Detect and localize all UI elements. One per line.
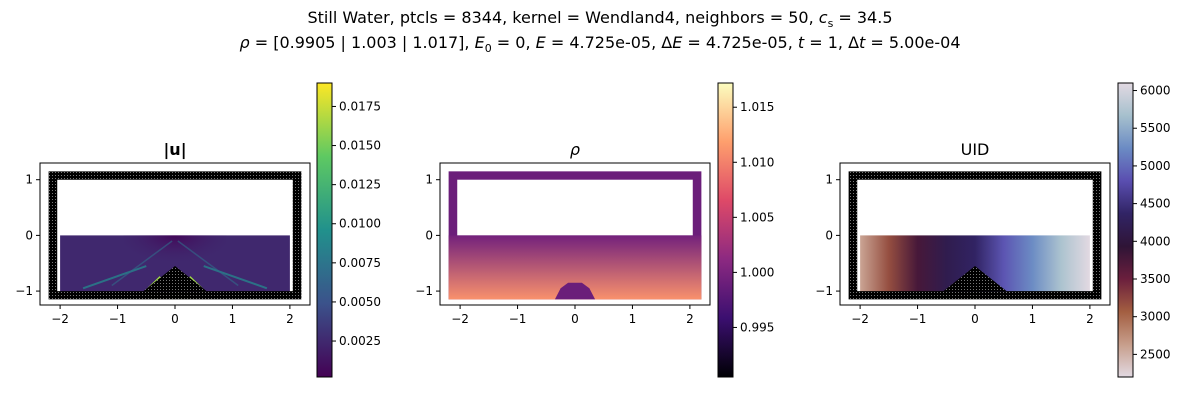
y-tick-label: 0 — [825, 228, 833, 242]
plot-area — [448, 171, 702, 300]
x-tick-label: 2 — [286, 312, 294, 326]
x-tick-label: −2 — [51, 312, 69, 326]
chart-panel-0: |u| −2 −1 0 1 2 1 0 −1 0.0025 0.0050 0.0075 0.0100 0.… — [15, 82, 381, 378]
colorbar-tick-label: 0.0075 — [339, 256, 381, 270]
x-tick-label: 2 — [686, 312, 694, 326]
y-tick-label: 0 — [425, 228, 433, 242]
chart-panel-1: ρ −2 −1 0 1 2 1 0 −1 0.995 1.000 1.005 1.010 1.015 — [415, 82, 774, 378]
x-tick-label: −1 — [109, 312, 127, 326]
velocity-streak — [111, 240, 173, 287]
density-empty-region — [457, 179, 693, 236]
t-text: = 1, Δ — [804, 33, 860, 52]
x-tick-label: 2 — [1086, 312, 1094, 326]
colorbar — [1117, 82, 1134, 378]
cs-value: = 34.5 — [833, 8, 893, 27]
plot-area — [48, 171, 302, 300]
title1-text: Still Water, ptcls = 8344, kernel = Wend… — [307, 8, 819, 27]
x-tick-label: −1 — [509, 312, 527, 326]
y-tick-label: 1 — [25, 173, 33, 187]
colorbar — [316, 82, 333, 378]
y-tick-label: −1 — [15, 284, 33, 298]
velocity-streak — [177, 240, 239, 287]
colorbar-tick-label: 4000 — [1140, 234, 1171, 248]
colorbar-tick-label: 0.0050 — [339, 295, 381, 309]
colorbar-tick-label: 4500 — [1140, 197, 1171, 211]
plot-area — [848, 171, 1102, 300]
x-tick-label: −1 — [909, 312, 927, 326]
y-tick-label: 0 — [25, 228, 33, 242]
x-tick-label: 0 — [171, 312, 179, 326]
dt-symbol: t — [859, 33, 866, 52]
colorbar-tick-label: 1.005 — [740, 210, 774, 224]
e0-sub: 0 — [484, 42, 492, 56]
de-symbol: E — [672, 33, 683, 52]
figure-title-line2: ρ = [0.9905 | 1.003 | 1.017], E0 = 0, E … — [0, 33, 1200, 55]
cs-symbol: c — [818, 8, 828, 27]
rho-text: = [0.9905 | 1.003 | 1.017], — [249, 33, 475, 52]
colorbar-tick-label: 0.0100 — [339, 217, 381, 231]
colorbar-tick-label: 0.0125 — [339, 178, 381, 192]
x-tick-label: −2 — [451, 312, 469, 326]
de-text: = 4.725e-05, — [682, 33, 798, 52]
bump-particles — [143, 266, 207, 292]
colorbar-tick-label: 5000 — [1140, 159, 1171, 173]
colorbar-tick-label: 6000 — [1140, 84, 1171, 98]
y-tick-label: −1 — [415, 284, 433, 298]
panel-title: ρ — [570, 140, 580, 159]
x-tick-label: 0 — [971, 312, 979, 326]
colorbar-tick-label: 1.010 — [740, 155, 774, 169]
rho-symbol: ρ — [239, 33, 250, 52]
colorbar-tick-label: 5500 — [1140, 121, 1171, 135]
dt-text: = 5.00e-04 — [865, 33, 961, 52]
chart-panel-2: UID −2 −1 0 1 2 1 0 −1 2500 3000 3500 4000 4500 5000 55… — [815, 82, 1171, 378]
colorbar-tick-label: 0.995 — [740, 320, 774, 334]
x-tick-label: 1 — [629, 312, 637, 326]
colorbar-tick-label: 0.0150 — [339, 139, 381, 153]
figure-title-line1: Still Water, ptcls = 8344, kernel = Wend… — [0, 8, 1200, 30]
colorbar-tick-label: 2500 — [1140, 347, 1171, 361]
colorbar-tick-label: 1.015 — [740, 100, 774, 114]
y-tick-label: −1 — [815, 284, 833, 298]
y-tick-label: 1 — [825, 173, 833, 187]
density-bump — [554, 282, 596, 300]
x-tick-label: −2 — [851, 312, 869, 326]
colorbar-tick-label: 3500 — [1140, 272, 1171, 286]
panel-title: |u| — [163, 140, 186, 160]
x-tick-label: 1 — [1029, 312, 1037, 326]
panel-title: UID — [961, 140, 990, 159]
colorbar-tick-label: 0.0025 — [339, 334, 381, 348]
velocity-streak — [203, 265, 268, 290]
t-symbol: t — [797, 33, 805, 52]
x-tick-label: 0 — [571, 312, 579, 326]
e0-symbol: E — [474, 33, 485, 52]
colorbar — [717, 82, 734, 378]
y-tick-label: 1 — [425, 173, 433, 187]
bump-particles — [943, 266, 1007, 292]
velocity-streak — [82, 265, 147, 290]
colorbar-tick-label: 1.000 — [740, 265, 774, 279]
colorbar-tick-label: 3000 — [1140, 310, 1171, 324]
cs-sub: s — [827, 17, 834, 31]
colorbar-tick-label: 0.0175 — [339, 99, 381, 113]
e-symbol: E — [535, 33, 546, 52]
e-text: = 4.725e-05, Δ — [545, 33, 673, 52]
panel-title-text: |u| — [163, 140, 186, 160]
e0-text: = 0, — [491, 33, 536, 52]
x-tick-label: 1 — [229, 312, 237, 326]
